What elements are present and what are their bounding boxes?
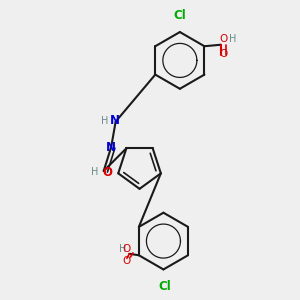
Text: H: H	[101, 116, 108, 126]
Text: O: O	[103, 166, 113, 178]
Text: O: O	[123, 244, 131, 254]
Text: H: H	[119, 244, 126, 254]
Text: H: H	[91, 167, 98, 177]
Text: O: O	[220, 49, 228, 59]
Text: H: H	[229, 34, 237, 44]
Text: Cl: Cl	[159, 280, 171, 293]
Text: N: N	[106, 141, 116, 154]
Text: O: O	[123, 256, 131, 266]
Text: O: O	[220, 34, 228, 44]
Text: Cl: Cl	[173, 9, 186, 22]
Text: N: N	[110, 114, 120, 127]
